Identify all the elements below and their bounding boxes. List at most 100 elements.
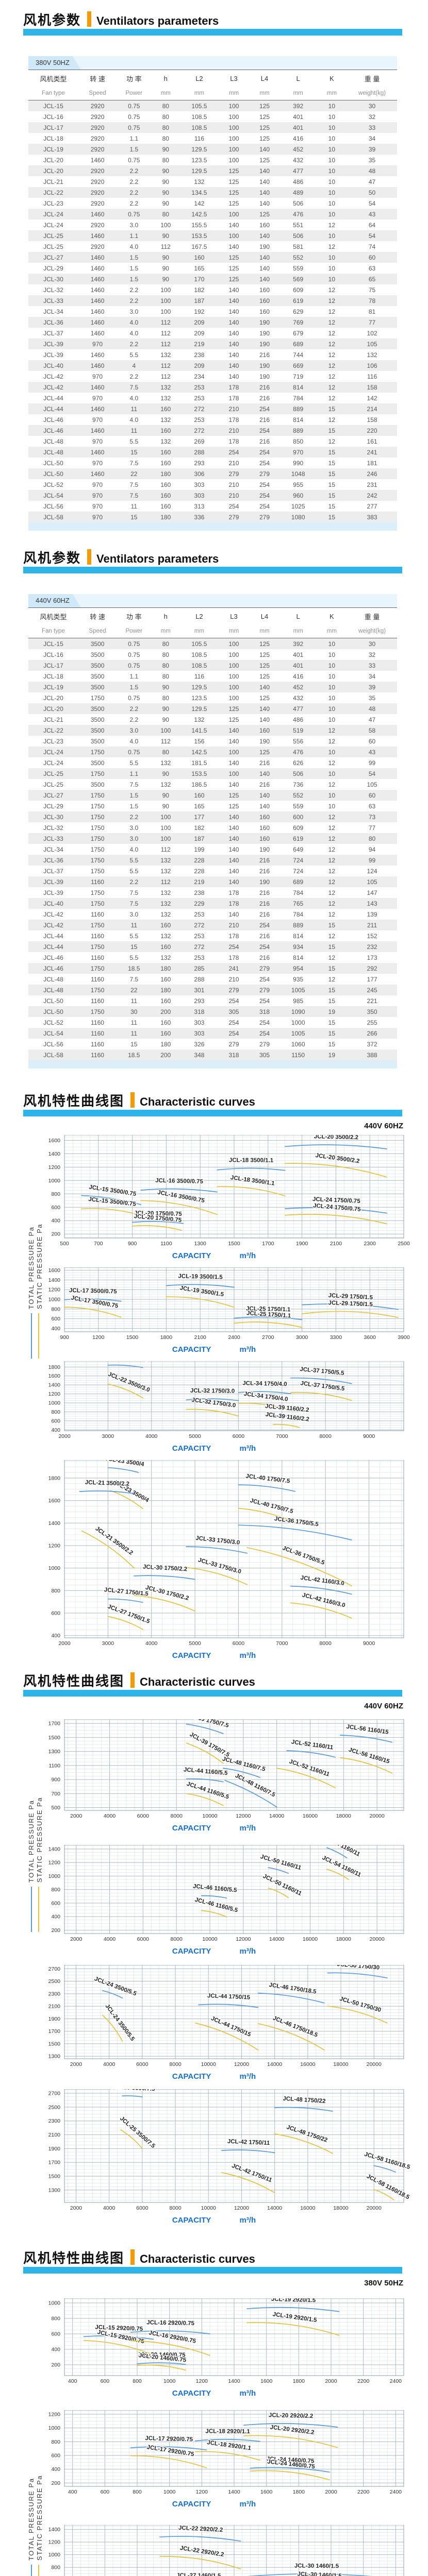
column-header: 重 量 <box>364 613 380 621</box>
axis-tick-labels: 2000 3000 4000 5000 6000 7000 8000 9000 400 600 80… <box>48 1364 375 1439</box>
table-row: JCL-42 1460 7.5 132 253 178 216 814 12 158 <box>28 382 397 393</box>
table-cell: 90 <box>162 189 169 196</box>
table-cell: 216 <box>259 900 270 907</box>
table-cell: JCL-36 <box>43 318 63 326</box>
table-cell: 140 <box>259 167 270 175</box>
curve-label: JCL-20 1460/0.75 <box>138 2352 186 2359</box>
characteristic-curve-chart-8: 2000 4000 6000 8000 10000 12000 14000 16000 1800… <box>0 2083 428 2227</box>
table-cell: JCL-23 <box>43 199 63 207</box>
table-cell: 160 <box>160 405 171 413</box>
table-cell: JCL-25 <box>43 243 63 250</box>
section-header: 风机参数 Ventilators parameters <box>23 8 428 27</box>
section-title-zh: 风机特性曲线图 <box>23 2250 125 2266</box>
table-cell: 970 <box>92 372 103 380</box>
table-cell: 100 <box>228 662 239 669</box>
table-cell: 1460 <box>90 427 105 434</box>
svg-text:900: 900 <box>60 1334 69 1341</box>
curve-jcl-50-1160-11-static <box>268 1887 289 1899</box>
table-cell: 4.0 <box>129 318 139 326</box>
svg-text:400: 400 <box>51 1633 60 1639</box>
svg-text:7000: 7000 <box>276 1640 288 1647</box>
table-cell: 970 <box>92 481 103 488</box>
table-cell: 10 <box>328 113 335 121</box>
table-cell: 124 <box>367 867 377 875</box>
table-cell: 401 <box>293 651 304 658</box>
table-cell: 216 <box>259 856 270 864</box>
table-cell: 74 <box>368 243 376 250</box>
table-cell: JCL-44 <box>43 405 63 413</box>
svg-text:8000: 8000 <box>170 1936 183 1942</box>
table-row: JCL-23 2920 2.2 90 142 125 140 506 10 54 <box>28 198 397 209</box>
table-row: JCL-29 1750 1.5 90 165 125 140 559 10 63 <box>28 801 397 811</box>
table-cell: 15 <box>328 1019 335 1026</box>
table-cell: 5.5 <box>129 351 139 359</box>
svg-text:400: 400 <box>51 1427 60 1433</box>
table-cell: 160 <box>160 459 171 467</box>
svg-text:16000: 16000 <box>303 1936 318 1942</box>
table-cell: 80 <box>162 134 169 142</box>
table-cell: 416 <box>293 134 304 142</box>
table-cell: 1460 <box>90 253 105 261</box>
table-cell: 10 <box>328 134 335 142</box>
pressure-legend: TOTAL PRESSURE Pa STATIC PRESSURE Pa <box>20 2475 51 2576</box>
table-cell: 112 <box>160 340 171 348</box>
table-row: JCL-30 1750 2.2 100 177 140 160 600 12 73 <box>28 811 397 822</box>
table-cell: 132 <box>367 351 377 359</box>
table-row: JCL-16 3500 0.75 80 108.5 100 125 401 10 32 <box>28 649 397 660</box>
table-cell: 18.5 <box>128 964 140 972</box>
table-cell: 15 <box>130 448 138 456</box>
table-cell: 254 <box>259 405 270 413</box>
curve-label: JCL-37 1750/5.5 <box>300 1380 345 1392</box>
table-cell: 132 <box>194 716 205 723</box>
table-cell: 2.2 <box>129 189 139 196</box>
column-header: L2 <box>195 74 203 82</box>
table-cell: 160 <box>160 1019 171 1026</box>
svg-text:1300: 1300 <box>48 2187 61 2193</box>
table-cell: 99 <box>368 759 376 767</box>
curve-jcl-23-3500-4-total <box>107 1467 139 1473</box>
table-cell: 178 <box>228 437 239 445</box>
table-cell: 80 <box>162 672 169 680</box>
column-header: Speed <box>89 628 106 634</box>
table-cell: 105 <box>367 340 377 348</box>
table-cell: 1160 <box>91 1029 104 1037</box>
table-cell: 970 <box>92 416 103 423</box>
curve-jcl-44-1750-15-total <box>198 2004 259 2008</box>
section-header: 风机参数 Ventilators parameters <box>23 546 428 565</box>
table-cell: 272 <box>194 943 205 951</box>
table-cell: 12 <box>328 759 335 767</box>
svg-text:4000: 4000 <box>104 1813 116 1819</box>
table-cell: 3500 <box>90 705 105 713</box>
table-cell: JCL-22 <box>43 189 63 196</box>
table-cell: 241 <box>367 448 377 456</box>
table-cell: 210 <box>228 459 239 467</box>
table-cell: 100 <box>228 156 239 164</box>
table-cell: 105.5 <box>191 102 207 110</box>
characteristic-curve-chart-11: 2000220024002600280030003200340036003800… <box>0 2524 428 2576</box>
table-cell: 254 <box>228 1029 239 1037</box>
axis-tick-labels: 2000220024002600280030003200340036003800… <box>48 2527 61 2571</box>
table-cell: 190 <box>259 318 270 326</box>
svg-text:900: 900 <box>51 1777 60 1783</box>
orange-bar-icon <box>130 2249 135 2265</box>
table-cell: 125 <box>228 275 239 283</box>
curve-label: JCL-33 1750/3.0 <box>195 1535 240 1546</box>
table-cell: JCL-36 <box>43 856 63 864</box>
pressure-legend: TOTAL PRESSURE Pa STATIC PRESSURE Pa <box>20 1797 51 1932</box>
table-cell: 160 <box>160 427 171 434</box>
table-row: JCL-21 3500 2.2 90 132 125 140 486 10 47 <box>28 714 397 725</box>
table-cell: 140 <box>228 856 239 864</box>
table-cell: 15 <box>328 943 335 951</box>
table-cell: 1750 <box>90 802 105 810</box>
table-cell: 216 <box>259 383 270 391</box>
table-cell: 1750 <box>90 889 105 896</box>
table-cell: 3500 <box>90 651 105 658</box>
svg-text:1300: 1300 <box>194 1241 207 1247</box>
svg-text:18000: 18000 <box>336 1936 351 1942</box>
column-header: K <box>329 612 334 620</box>
table-cell: 30 <box>130 1008 138 1015</box>
table-row: JCL-17 3500 0.75 80 108.5 100 125 401 10 33 <box>28 660 397 671</box>
svg-text:2000: 2000 <box>70 1936 83 1942</box>
table-cell: 372 <box>367 1040 377 1048</box>
